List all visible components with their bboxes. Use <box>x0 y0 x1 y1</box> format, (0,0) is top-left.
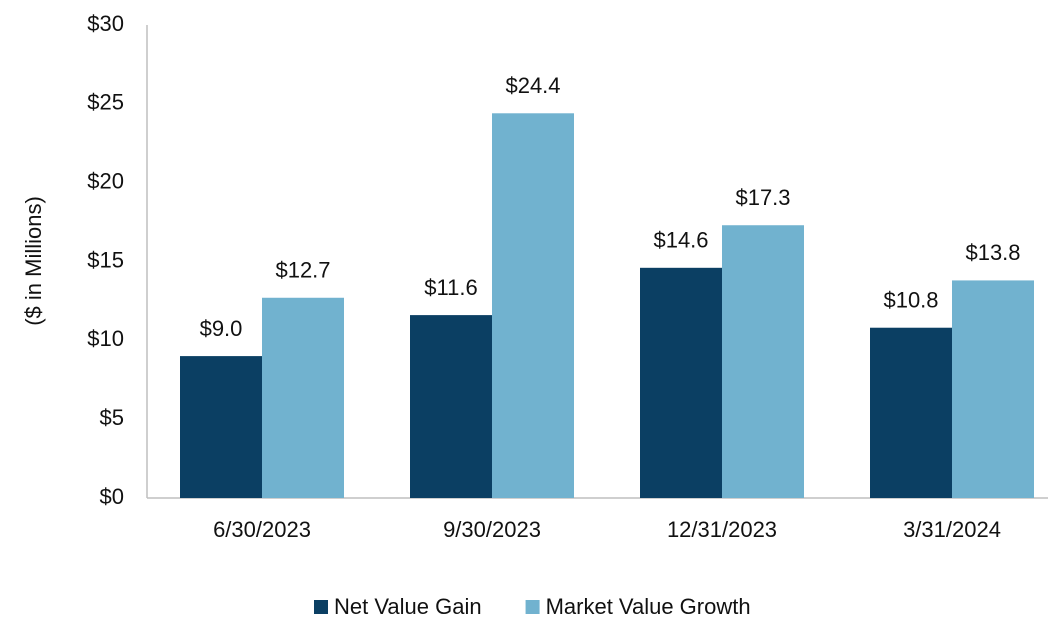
data-label: $9.0 <box>200 316 243 341</box>
y-tick-label: $15 <box>87 247 124 272</box>
y-tick-label: $5 <box>100 405 124 430</box>
y-axis-label: ($ in Millions) <box>21 196 46 326</box>
data-label: $12.7 <box>275 258 330 283</box>
y-tick-label: $0 <box>100 484 124 509</box>
bar <box>492 113 574 498</box>
bar <box>262 297 344 498</box>
legend-label: Market Value Growth <box>546 594 751 619</box>
data-label: $13.8 <box>965 240 1020 265</box>
bar <box>870 327 952 498</box>
bar <box>722 225 804 498</box>
x-tick-label: 12/31/2023 <box>667 517 777 542</box>
y-tick-label: $25 <box>87 90 124 115</box>
bar <box>410 315 492 498</box>
data-label: $17.3 <box>735 185 790 210</box>
bar <box>952 280 1034 498</box>
legend-swatch <box>525 600 540 614</box>
data-label: $10.8 <box>883 288 938 313</box>
data-label: $11.6 <box>424 275 477 300</box>
y-tick-label: $10 <box>87 326 124 351</box>
legend-swatch <box>314 600 328 614</box>
x-tick-label: 3/31/2024 <box>903 517 1001 542</box>
data-label: $14.6 <box>653 228 708 253</box>
bar <box>640 267 722 498</box>
data-label: $24.4 <box>505 73 560 98</box>
y-tick-label: $30 <box>87 11 124 36</box>
legend-label: Net Value Gain <box>334 594 482 619</box>
bar <box>180 356 262 498</box>
x-tick-label: 9/30/2023 <box>443 517 541 542</box>
x-tick-label: 6/30/2023 <box>213 517 311 542</box>
y-tick-label: $20 <box>87 168 124 193</box>
